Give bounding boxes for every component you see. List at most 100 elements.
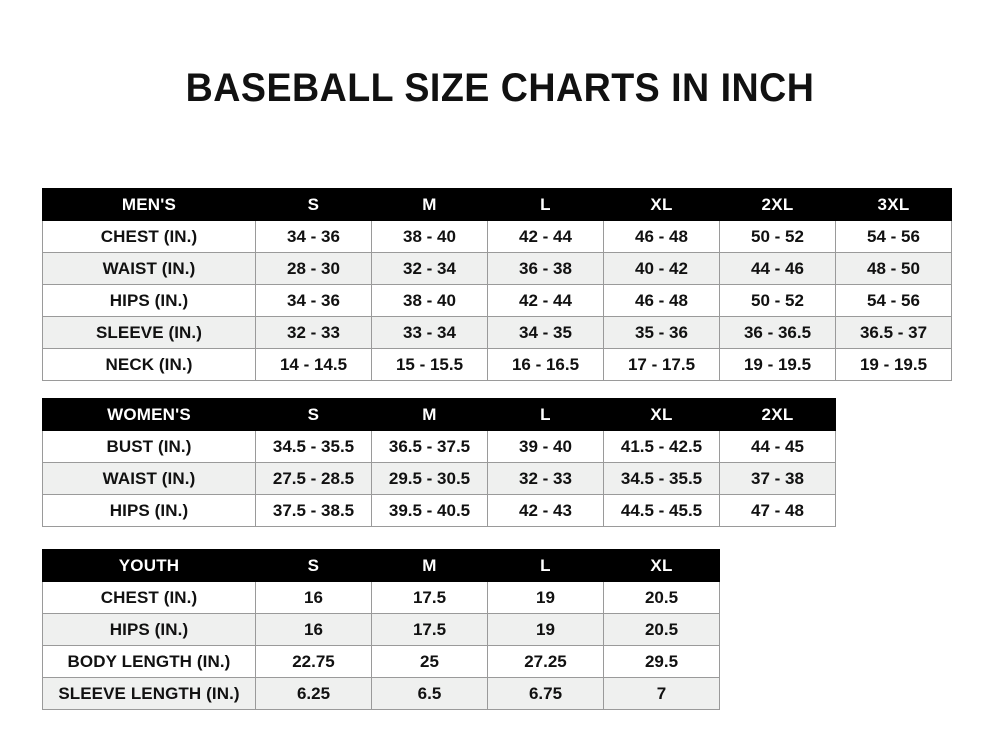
- measurement-value: 42 - 43: [487, 494, 604, 527]
- table-row: HIPS (IN.) 37.5 - 38.5 39.5 - 40.5 42 - 43 4…: [42, 494, 836, 527]
- measurement-value: 44 - 45: [719, 430, 836, 463]
- measurement-label: BUST (IN.): [42, 430, 256, 463]
- measurement-value: 36.5 - 37: [835, 316, 952, 349]
- measurement-value: 19: [487, 613, 604, 646]
- size-chart-womens: WOMEN'S S M L XL 2XL BUST (IN.) 34.5 - 35.5 36.5…: [42, 398, 836, 527]
- measurement-value: 16 - 16.5: [487, 348, 604, 381]
- table-row: SLEEVE LENGTH (IN.) 6.25 6.5 6.75 7: [42, 677, 720, 710]
- table-header-row: MEN'S S M L XL 2XL 3XL: [42, 188, 952, 221]
- table-header-row: YOUTH S M L XL: [42, 549, 720, 582]
- measurement-value: 6.75: [487, 677, 604, 710]
- measurement-value: 34 - 35: [487, 316, 604, 349]
- measurement-value: 37.5 - 38.5: [255, 494, 372, 527]
- measurement-value: 20.5: [603, 581, 720, 614]
- column-header-size: XL: [603, 188, 720, 221]
- measurement-value: 17 - 17.5: [603, 348, 720, 381]
- size-chart-mens: MEN'S S M L XL 2XL 3XL CHEST (IN.) 34 - 36 38 - 4…: [42, 188, 952, 381]
- measurement-value: 6.5: [371, 677, 488, 710]
- measurement-value: 27.5 - 28.5: [255, 462, 372, 495]
- chart-group-label: MEN'S: [42, 188, 256, 221]
- table-row: CHEST (IN.) 34 - 36 38 - 40 42 - 44 46 - 48 5…: [42, 220, 952, 253]
- table-header-row: WOMEN'S S M L XL 2XL: [42, 398, 836, 431]
- measurement-value: 46 - 48: [603, 284, 720, 317]
- column-header-size: M: [371, 398, 488, 431]
- measurement-value: 36 - 38: [487, 252, 604, 285]
- measurement-value: 40 - 42: [603, 252, 720, 285]
- measurement-value: 36 - 36.5: [719, 316, 836, 349]
- measurement-value: 19: [487, 581, 604, 614]
- page-title: BASEBALL SIZE CHARTS IN INCH: [185, 66, 815, 110]
- measurement-label: CHEST (IN.): [42, 220, 256, 253]
- column-header-size: M: [371, 188, 488, 221]
- column-header-size: 2XL: [719, 188, 836, 221]
- measurement-value: 41.5 - 42.5: [603, 430, 720, 463]
- measurement-value: 46 - 48: [603, 220, 720, 253]
- column-header-size: L: [487, 398, 604, 431]
- column-header-size: 3XL: [835, 188, 952, 221]
- column-header-size: L: [487, 549, 604, 582]
- measurement-value: 7: [603, 677, 720, 710]
- measurement-value: 14 - 14.5: [255, 348, 372, 381]
- measurement-value: 27.25: [487, 645, 604, 678]
- column-header-size: S: [255, 549, 372, 582]
- measurement-label: HIPS (IN.): [42, 494, 256, 527]
- measurement-value: 17.5: [371, 581, 488, 614]
- table-row: BUST (IN.) 34.5 - 35.5 36.5 - 37.5 39 - 40 4…: [42, 430, 836, 463]
- column-header-size: XL: [603, 398, 720, 431]
- column-header-size: XL: [603, 549, 720, 582]
- measurement-value: 47 - 48: [719, 494, 836, 527]
- measurement-value: 20.5: [603, 613, 720, 646]
- table-row: HIPS (IN.) 16 17.5 19 20.5: [42, 613, 720, 646]
- measurement-label: NECK (IN.): [42, 348, 256, 381]
- measurement-value: 36.5 - 37.5: [371, 430, 488, 463]
- measurement-value: 34 - 36: [255, 284, 372, 317]
- measurement-value: 34.5 - 35.5: [255, 430, 372, 463]
- measurement-value: 34 - 36: [255, 220, 372, 253]
- measurement-value: 16: [255, 613, 372, 646]
- measurement-value: 33 - 34: [371, 316, 488, 349]
- measurement-value: 37 - 38: [719, 462, 836, 495]
- measurement-value: 29.5: [603, 645, 720, 678]
- chart-group-label: WOMEN'S: [42, 398, 256, 431]
- table-row: CHEST (IN.) 16 17.5 19 20.5: [42, 581, 720, 614]
- measurement-value: 15 - 15.5: [371, 348, 488, 381]
- measurement-value: 32 - 33: [255, 316, 372, 349]
- measurement-value: 29.5 - 30.5: [371, 462, 488, 495]
- table-row: WAIST (IN.) 28 - 30 32 - 34 36 - 38 40 - 42 4…: [42, 252, 952, 285]
- measurement-value: 42 - 44: [487, 284, 604, 317]
- measurement-label: HIPS (IN.): [42, 613, 256, 646]
- table-row: NECK (IN.) 14 - 14.5 15 - 15.5 16 - 16.5 17 …: [42, 348, 952, 381]
- measurement-value: 54 - 56: [835, 220, 952, 253]
- measurement-value: 48 - 50: [835, 252, 952, 285]
- measurement-value: 39.5 - 40.5: [371, 494, 488, 527]
- measurement-value: 17.5: [371, 613, 488, 646]
- measurement-value: 25: [371, 645, 488, 678]
- measurement-label: WAIST (IN.): [42, 462, 256, 495]
- measurement-value: 22.75: [255, 645, 372, 678]
- measurement-value: 16: [255, 581, 372, 614]
- measurement-value: 34.5 - 35.5: [603, 462, 720, 495]
- measurement-value: 42 - 44: [487, 220, 604, 253]
- table-row: HIPS (IN.) 34 - 36 38 - 40 42 - 44 46 - 48 50…: [42, 284, 952, 317]
- measurement-value: 38 - 40: [371, 284, 488, 317]
- column-header-size: M: [371, 549, 488, 582]
- measurement-label: HIPS (IN.): [42, 284, 256, 317]
- measurement-value: 6.25: [255, 677, 372, 710]
- measurement-label: SLEEVE LENGTH (IN.): [42, 677, 256, 710]
- chart-group-label: YOUTH: [42, 549, 256, 582]
- measurement-value: 39 - 40: [487, 430, 604, 463]
- measurement-label: WAIST (IN.): [42, 252, 256, 285]
- measurement-value: 19 - 19.5: [719, 348, 836, 381]
- measurement-value: 50 - 52: [719, 284, 836, 317]
- table-row: BODY LENGTH (IN.) 22.75 25 27.25 29.5: [42, 645, 720, 678]
- column-header-size: L: [487, 188, 604, 221]
- measurement-value: 50 - 52: [719, 220, 836, 253]
- measurement-label: CHEST (IN.): [42, 581, 256, 614]
- table-row: SLEEVE (IN.) 32 - 33 33 - 34 34 - 35 35 - 36…: [42, 316, 952, 349]
- table-row: WAIST (IN.) 27.5 - 28.5 29.5 - 30.5 32 - 33…: [42, 462, 836, 495]
- measurement-value: 28 - 30: [255, 252, 372, 285]
- measurement-value: 32 - 34: [371, 252, 488, 285]
- measurement-value: 54 - 56: [835, 284, 952, 317]
- measurement-value: 32 - 33: [487, 462, 604, 495]
- column-header-size: 2XL: [719, 398, 836, 431]
